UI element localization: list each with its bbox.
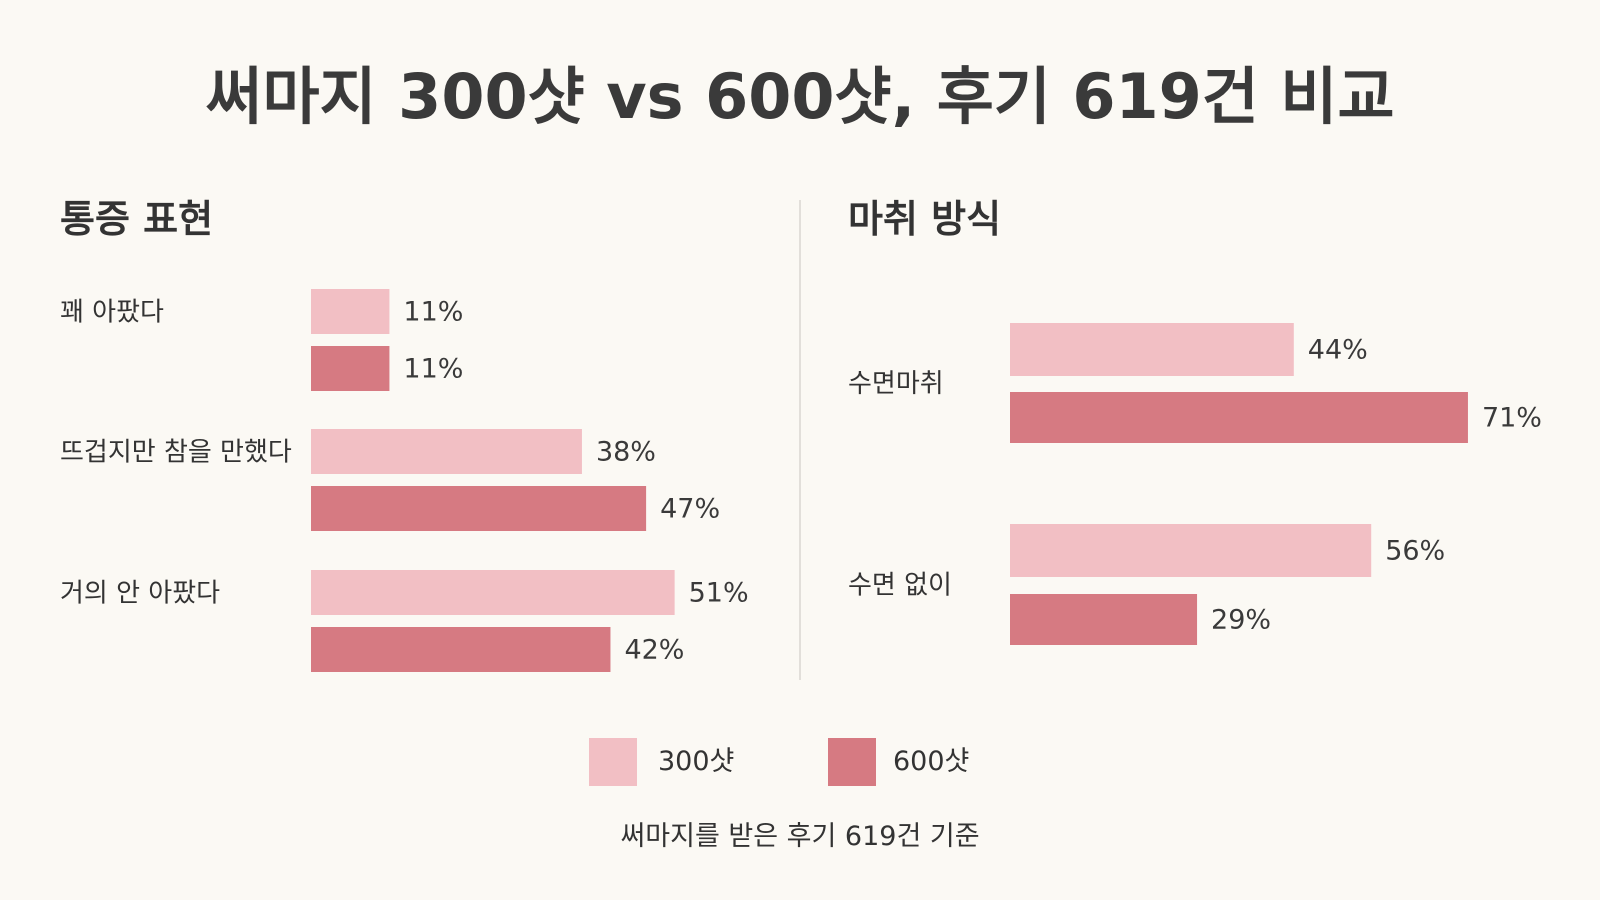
legend-swatch-600 [828, 738, 876, 786]
bar-sleep-anesthesia-600 [1010, 392, 1468, 443]
panel-anesthesia-method: 수면마취 44% 71% 수면 없이 56% 29% [848, 323, 1542, 645]
bar-no-sleep-600 [1010, 594, 1198, 645]
value-label-no-sleep-300: 56% [1385, 536, 1445, 567]
bar-hot-but-bearable-300 [311, 429, 582, 474]
value-label-quite-painful-300: 11% [403, 297, 463, 328]
bar-barely-painful-600 [311, 627, 611, 672]
panel-title-pain: 통증 표현 [60, 197, 213, 241]
value-label-quite-painful-600: 11% [403, 354, 463, 385]
value-label-hot-but-bearable-300: 38% [596, 437, 656, 468]
category-label-no-sleep: 수면 없이 [848, 571, 952, 601]
bar-quite-painful-600 [311, 346, 390, 391]
bar-quite-painful-300 [311, 289, 390, 334]
bar-sleep-anesthesia-300 [1010, 323, 1294, 376]
legend-label-300: 300샷 [658, 746, 734, 777]
bar-barely-painful-300 [311, 570, 675, 615]
chart-footnote: 써마지를 받은 후기 619건 기준 [620, 821, 979, 852]
value-label-sleep-anesthesia-600: 71% [1482, 403, 1542, 434]
value-label-hot-but-bearable-600: 47% [660, 494, 720, 525]
panel-pain-expression: 꽤 아팠다 11% 11% 뜨겁지만 참을 만했다 38%47% 거의 안 아팠다 51%4… [60, 289, 749, 672]
value-label-no-sleep-600: 29% [1211, 605, 1271, 636]
chart-title: 써마지 300샷 vs 600샷, 후기 619건 비교 [205, 60, 1394, 133]
category-label-sleep-anesthesia: 수면마취 [848, 369, 944, 399]
value-label-barely-painful-300: 51% [689, 578, 749, 609]
legend-label-600: 600샷 [893, 746, 969, 777]
value-label-barely-painful-600: 42% [624, 635, 684, 666]
bar-hot-but-bearable-600 [311, 486, 647, 531]
value-label-sleep-anesthesia-300: 44% [1308, 335, 1368, 366]
bar-no-sleep-300 [1010, 524, 1372, 577]
category-label-hot-but-bearable: 뜨겁지만 참을 만했다 [60, 438, 292, 468]
legend: 300샷 600샷 [589, 738, 969, 786]
category-label-barely-painful: 거의 안 아팠다 [60, 579, 220, 609]
panel-title-anesthesia: 마취 방식 [848, 197, 1001, 241]
legend-swatch-300 [589, 738, 637, 786]
category-label-quite-painful: 꽤 아팠다 [60, 298, 164, 328]
